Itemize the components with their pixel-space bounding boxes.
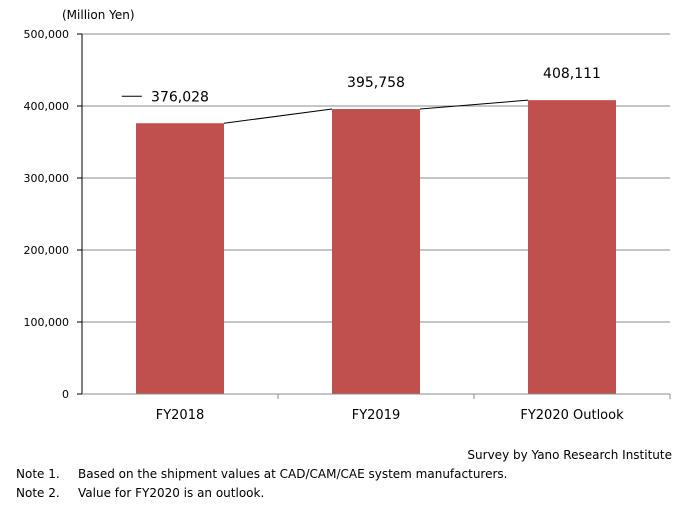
axes: 0 100,000 200,000 300,000 400,000 500,000 FY20… (24, 28, 671, 423)
bar (136, 123, 224, 395)
y-tick-label: 400,000 (24, 100, 70, 113)
y-tick-label: 500,000 (24, 28, 70, 41)
data-label: 395,758 (347, 75, 405, 91)
note-1-number: Note 1. (16, 467, 60, 481)
y-tick-label: 100,000 (24, 316, 70, 329)
y-tick-label: 0 (62, 388, 69, 401)
data-labels: 376,028 395,758 408,111 (121, 66, 601, 124)
x-tick-label: FY2018 (156, 408, 205, 423)
note-1-text: Based on the shipment values at CAD/CAM/… (78, 467, 508, 481)
note-2-number: Note 2. (16, 486, 60, 500)
x-tick-label: FY2020 Outlook (520, 408, 624, 423)
bars (136, 100, 616, 395)
note-1: Note 1. Based on the shipment values at C… (16, 467, 507, 481)
note-2: Note 2. Value for FY2020 is an outlook. (16, 486, 264, 500)
y-tick-label: 200,000 (24, 244, 70, 257)
series-line (223, 108, 333, 124)
bar (332, 109, 420, 395)
source-credit: Survey by Yano Research Institute (467, 448, 672, 462)
bar (528, 100, 616, 394)
y-tick-label: 300,000 (24, 172, 70, 185)
bar-chart: (Million Yen) 0 100,000 200,000 300,000 400,… (24, 8, 671, 423)
note-2-text: Value for FY2020 is an outlook. (78, 486, 265, 500)
unit-label: (Million Yen) (62, 8, 135, 22)
data-label: 408,111 (543, 66, 601, 82)
series-line (419, 99, 529, 110)
x-tick-label: FY2019 (352, 408, 401, 423)
data-label: 376,028 (151, 89, 209, 105)
